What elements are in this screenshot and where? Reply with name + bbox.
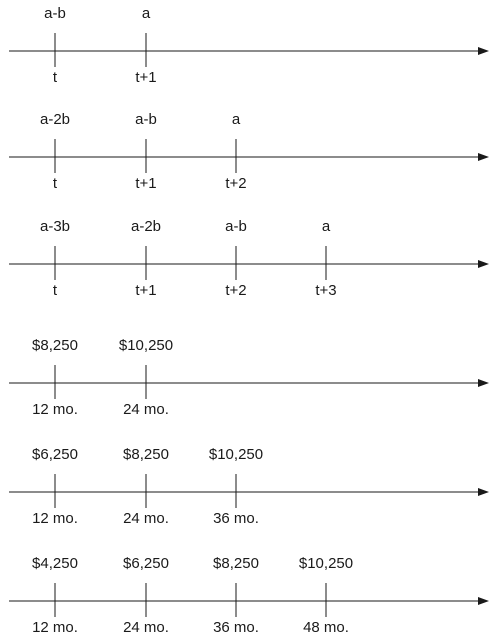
tick-time-label: 24 mo.: [123, 619, 169, 636]
timeline: a-b t a t+1: [9, 5, 489, 86]
tick-value-label: $8,250: [32, 337, 78, 354]
tick-time-label: 48 mo.: [303, 619, 349, 636]
tick-time-label: t+2: [225, 175, 246, 192]
timeline: $4,250 12 mo. $6,250 24 mo. $8,250 36 mo. $10,…: [9, 555, 489, 636]
tick-value-label: a-b: [135, 111, 157, 128]
tick-value-label: $6,250: [123, 555, 169, 572]
tick-value-label: a-2b: [40, 111, 70, 128]
arrowhead-icon: [478, 597, 489, 605]
tick-value-label: $4,250: [32, 555, 78, 572]
tick-value-label: a-2b: [131, 218, 161, 235]
tick-value-label: $10,250: [299, 555, 353, 572]
timeline: $8,250 12 mo. $10,250 24 mo.: [9, 337, 489, 418]
tick-time-label: 12 mo.: [32, 401, 78, 418]
tick-value-label: a: [322, 218, 331, 235]
tick-value-label: $8,250: [123, 446, 169, 463]
tick-value-label: $10,250: [119, 337, 173, 354]
tick-time-label: 36 mo.: [213, 619, 259, 636]
tick-time-label: 12 mo.: [32, 619, 78, 636]
tick-time-label: t: [53, 69, 58, 86]
tick-time-label: 36 mo.: [213, 510, 259, 527]
tick-value-label: a-3b: [40, 218, 70, 235]
tick-value-label: a: [142, 5, 151, 22]
tick-value-label: a-b: [225, 218, 247, 235]
tick-time-label: t: [53, 175, 58, 192]
tick-time-label: t+2: [225, 282, 246, 299]
timeline: a-2b t a-b t+1 a t+2: [9, 111, 489, 192]
arrowhead-icon: [478, 153, 489, 161]
tick-value-label: $10,250: [209, 446, 263, 463]
tick-value-label: $6,250: [32, 446, 78, 463]
tick-value-label: a: [232, 111, 241, 128]
tick-time-label: 12 mo.: [32, 510, 78, 527]
tick-time-label: 24 mo.: [123, 510, 169, 527]
tick-time-label: 24 mo.: [123, 401, 169, 418]
timeline: $6,250 12 mo. $8,250 24 mo. $10,250 36 mo.: [9, 446, 489, 527]
tick-time-label: t: [53, 282, 58, 299]
tick-value-label: $8,250: [213, 555, 259, 572]
tick-value-label: a-b: [44, 5, 66, 22]
tick-time-label: t+1: [135, 282, 156, 299]
arrowhead-icon: [478, 379, 489, 387]
arrowhead-icon: [478, 47, 489, 55]
timeline: a-3b t a-2b t+1 a-b t+2 a t+3: [9, 218, 489, 299]
tick-time-label: t+1: [135, 69, 156, 86]
arrowhead-icon: [478, 260, 489, 268]
tick-time-label: t+1: [135, 175, 156, 192]
tick-time-label: t+3: [315, 282, 336, 299]
arrowhead-icon: [478, 488, 489, 496]
